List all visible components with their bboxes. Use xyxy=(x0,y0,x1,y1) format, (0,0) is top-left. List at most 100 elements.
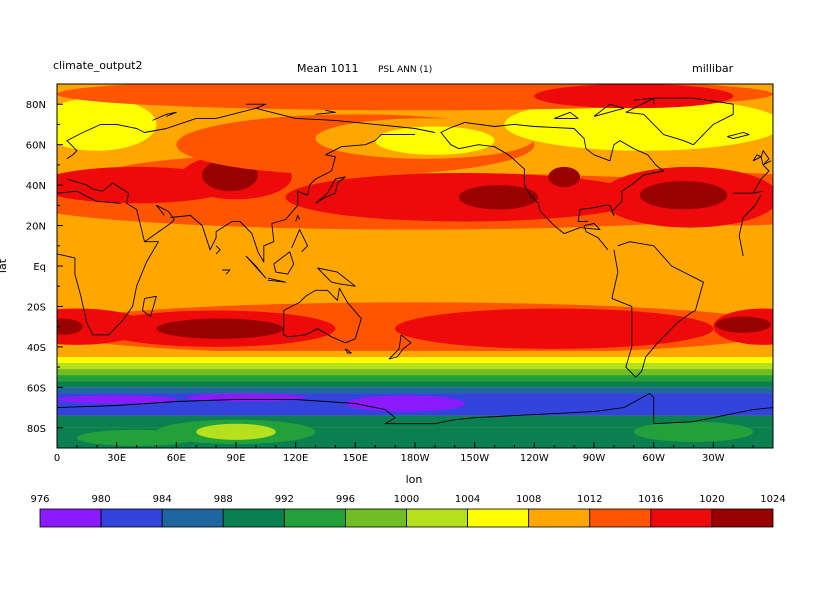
x-tick-label: 120W xyxy=(520,453,549,464)
pressure-region-21 xyxy=(395,308,714,349)
coastline-14 xyxy=(611,241,704,378)
colorbar-level-label: 1012 xyxy=(577,494,602,505)
pressure-field xyxy=(57,84,773,448)
coastline-20 xyxy=(222,269,231,275)
y-tick-label: 60S xyxy=(27,383,46,394)
pressure-region-14 xyxy=(375,126,495,155)
colorbar-level-label: 984 xyxy=(153,494,172,505)
colorbar-swatch-9 xyxy=(589,508,652,528)
coastline-0 xyxy=(66,107,772,194)
colorbar-swatch-6 xyxy=(406,508,468,528)
pressure-spot-5 xyxy=(76,429,197,446)
coastline-13 xyxy=(291,229,309,253)
colorbar-swatch-1 xyxy=(100,508,163,528)
pressure-region-11 xyxy=(548,166,581,188)
coastline-6 xyxy=(388,334,412,360)
pressure-region-22 xyxy=(57,308,147,345)
y-tick-label: 60N xyxy=(26,141,46,152)
x-tick-label: 30E xyxy=(107,453,126,464)
colorbar-level-label: 1020 xyxy=(699,494,724,505)
title-center: Mean 1011 xyxy=(297,62,358,75)
colorbar-swatch-5 xyxy=(345,508,407,528)
x-tick-label: 120E xyxy=(283,453,308,464)
map-plot-area xyxy=(57,84,773,448)
colorbar-level-label: 1016 xyxy=(638,494,663,505)
colorbar: 976 980 984 988 992 996 1000 1004 1008 1012 1016 10… xyxy=(30,494,786,528)
coastline-17 xyxy=(727,132,750,140)
pressure-band-5 xyxy=(57,381,773,388)
x-tick-label: 90E xyxy=(226,453,245,464)
coastline-3 xyxy=(170,134,415,263)
coastline-29 xyxy=(152,111,177,121)
pressure-region-24 xyxy=(156,318,284,339)
pressure-region-10 xyxy=(458,185,539,210)
colorbar-swatch-7 xyxy=(467,508,530,528)
colorbar-swatch-3 xyxy=(222,508,285,528)
coastline-25 xyxy=(593,103,625,117)
pressure-spot-6 xyxy=(633,421,754,442)
y-tick-label: 20S xyxy=(27,302,46,313)
colorbar-swatch-11 xyxy=(711,508,774,528)
pressure-spot-4 xyxy=(196,423,276,440)
title-right: millibar xyxy=(692,62,734,75)
pressure-region-18 xyxy=(534,84,734,109)
pressure-band-1 xyxy=(57,357,773,364)
pressure-region-16 xyxy=(504,98,773,151)
coastline-12 xyxy=(295,214,301,222)
y-tick-label: Eq xyxy=(33,262,46,273)
colorbar-level-label: 1024 xyxy=(760,494,785,505)
y-tick-label: 80S xyxy=(27,424,46,435)
x-tick-label: 0 xyxy=(54,453,60,464)
coastline-26 xyxy=(633,97,655,105)
colorbar-swatch-0 xyxy=(39,508,102,528)
coastline-8 xyxy=(267,277,287,283)
x-tick-label: 90W xyxy=(583,453,606,464)
y-axis-label: lat xyxy=(0,258,9,273)
colorbar-level-label: 988 xyxy=(214,494,233,505)
pressure-band-4 xyxy=(57,375,773,382)
coastline-28 xyxy=(315,109,336,115)
pressure-spot-0 xyxy=(57,395,177,404)
y-tick-label: 40S xyxy=(27,343,46,354)
y-tick-label: 20N xyxy=(26,222,46,233)
coastline-2 xyxy=(144,204,175,243)
colorbar-level-label: 1004 xyxy=(455,494,480,505)
colorbar-swatch-10 xyxy=(650,508,713,528)
colorbar-level-label: 976 xyxy=(30,494,49,505)
coastline-18 xyxy=(760,150,770,166)
colorbar-level-label: 992 xyxy=(275,494,294,505)
pressure-band-3 xyxy=(57,369,773,376)
colorbar-swatch-2 xyxy=(161,508,224,528)
coastline-22 xyxy=(215,245,221,255)
coastline-11 xyxy=(315,176,346,204)
colorbar-swatch-8 xyxy=(528,508,591,528)
x-tick-label: 60W xyxy=(642,453,665,464)
x-tick-label: 180W xyxy=(401,453,430,464)
coastline-9 xyxy=(273,251,295,275)
pressure-spot-2 xyxy=(345,395,465,412)
title-left: climate_output2 xyxy=(53,59,142,72)
y-tick-label: 80N xyxy=(26,100,46,111)
coastline-16 xyxy=(625,97,734,146)
colorbar-level-label: 980 xyxy=(92,494,111,505)
y-tick-label: 40N xyxy=(26,181,46,192)
colorbar-level-label: 996 xyxy=(336,494,355,505)
y-axis-ticks: 80N 60N 40N 20N Eq 20S 40S 60S 80S xyxy=(26,100,63,435)
coastline-27 xyxy=(245,103,267,109)
coastline-23 xyxy=(57,392,773,425)
coastline-19 xyxy=(752,154,762,162)
coastline-7 xyxy=(245,255,267,279)
x-tick-label: 30W xyxy=(702,453,725,464)
coastlines xyxy=(57,97,773,425)
pressure-region-26 xyxy=(57,318,83,335)
pressure-band-2 xyxy=(57,363,773,370)
coastline-24 xyxy=(554,111,579,119)
coastline-5 xyxy=(344,348,352,354)
coastline-10 xyxy=(317,267,356,287)
colorbar-level-label: 1000 xyxy=(394,494,419,505)
pressure-region-6 xyxy=(639,181,728,210)
x-axis-label: lon xyxy=(406,473,423,486)
coastline-4 xyxy=(283,287,362,344)
coastline-15 xyxy=(440,121,665,251)
